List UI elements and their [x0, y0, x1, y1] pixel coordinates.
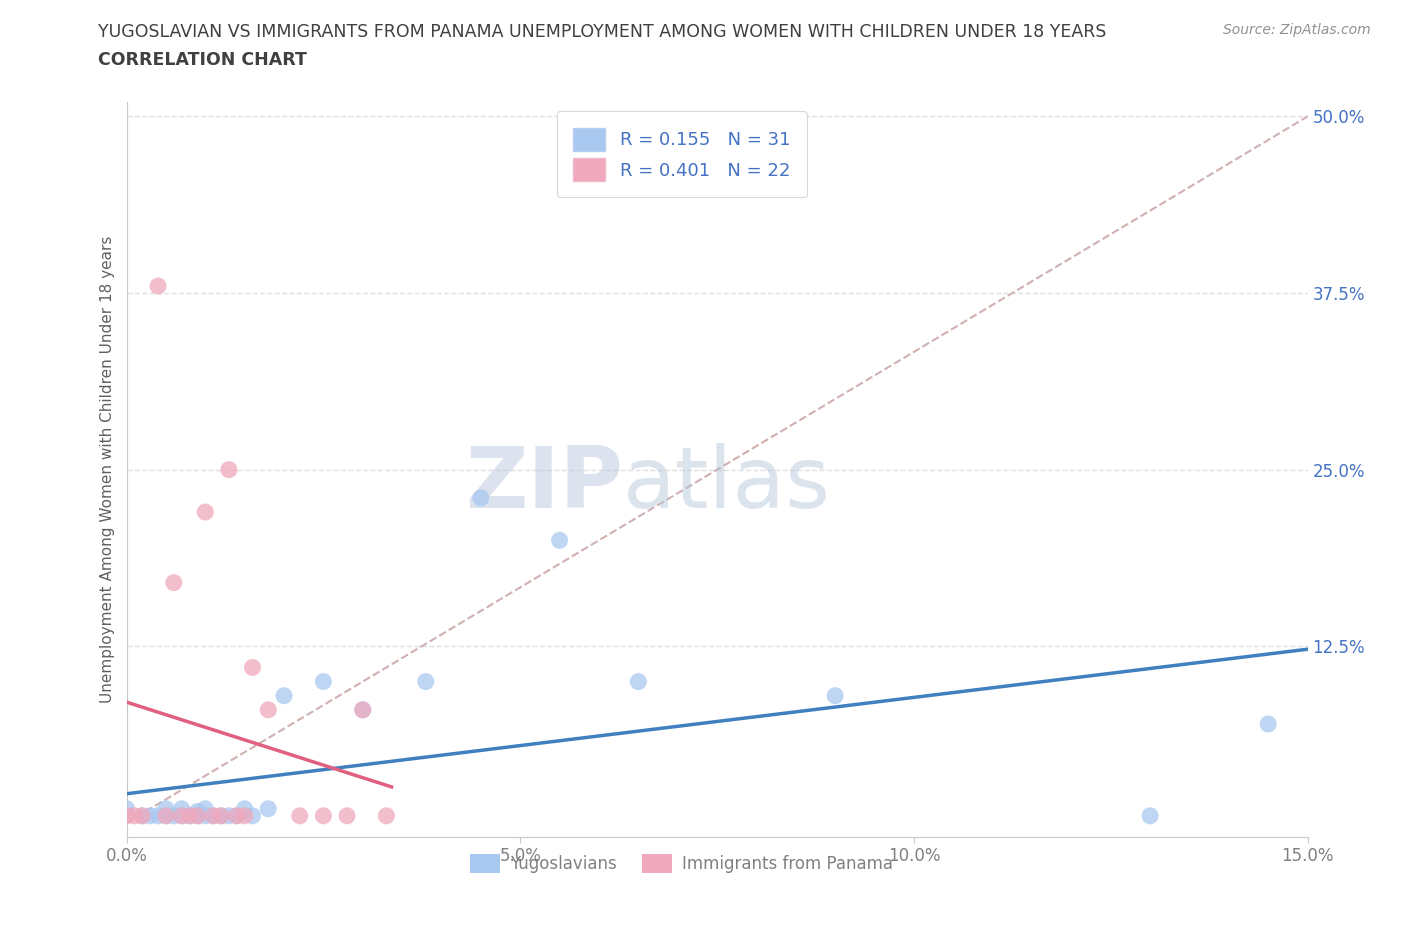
- Point: [115, 808, 138, 823]
- Point: [209, 808, 232, 823]
- Point: [186, 808, 208, 823]
- Point: [146, 279, 169, 294]
- Text: atlas: atlas: [623, 443, 831, 525]
- Point: [242, 808, 264, 823]
- Point: [170, 808, 193, 823]
- Point: [824, 688, 846, 703]
- Text: YUGOSLAVIAN VS IMMIGRANTS FROM PANAMA UNEMPLOYMENT AMONG WOMEN WITH CHILDREN UND: YUGOSLAVIAN VS IMMIGRANTS FROM PANAMA UN…: [98, 23, 1107, 41]
- Point: [131, 808, 153, 823]
- Point: [146, 808, 169, 823]
- Point: [257, 702, 280, 717]
- Point: [186, 808, 208, 823]
- Point: [218, 462, 240, 477]
- Point: [352, 702, 374, 717]
- Point: [352, 702, 374, 717]
- Text: CORRELATION CHART: CORRELATION CHART: [98, 51, 308, 69]
- Point: [186, 804, 208, 819]
- Point: [202, 808, 225, 823]
- Point: [209, 808, 232, 823]
- Point: [375, 808, 398, 823]
- Point: [242, 660, 264, 675]
- Point: [225, 808, 247, 823]
- Point: [131, 808, 153, 823]
- Text: ZIP: ZIP: [465, 443, 623, 525]
- Text: Source: ZipAtlas.com: Source: ZipAtlas.com: [1223, 23, 1371, 37]
- Point: [218, 808, 240, 823]
- Point: [273, 688, 295, 703]
- Point: [115, 802, 138, 817]
- Point: [312, 674, 335, 689]
- Point: [415, 674, 437, 689]
- Point: [1257, 716, 1279, 731]
- Point: [163, 576, 186, 591]
- Point: [179, 808, 201, 823]
- Point: [202, 808, 225, 823]
- Point: [124, 808, 146, 823]
- Point: [155, 808, 177, 823]
- Point: [139, 808, 162, 823]
- Point: [194, 505, 217, 520]
- Point: [194, 802, 217, 817]
- Point: [470, 490, 492, 505]
- Point: [627, 674, 650, 689]
- Point: [225, 808, 247, 823]
- Point: [233, 808, 256, 823]
- Point: [155, 808, 177, 823]
- Point: [170, 808, 193, 823]
- Point: [548, 533, 571, 548]
- Y-axis label: Unemployment Among Women with Children Under 18 years: Unemployment Among Women with Children U…: [100, 236, 115, 703]
- Point: [155, 802, 177, 817]
- Point: [312, 808, 335, 823]
- Point: [336, 808, 359, 823]
- Point: [288, 808, 311, 823]
- Point: [170, 802, 193, 817]
- Point: [233, 802, 256, 817]
- Point: [163, 808, 186, 823]
- Point: [1139, 808, 1161, 823]
- Legend: Yugoslavians, Immigrants from Panama: Yugoslavians, Immigrants from Panama: [464, 847, 900, 880]
- Point: [257, 802, 280, 817]
- Point: [194, 808, 217, 823]
- Point: [179, 808, 201, 823]
